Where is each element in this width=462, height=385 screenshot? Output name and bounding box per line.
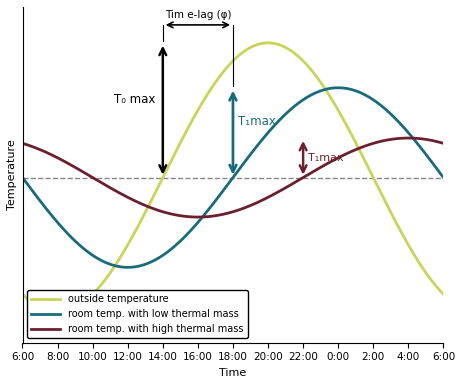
outside temperature — [225, 65, 230, 69]
room temp. with low thermal mass — [225, 183, 230, 187]
outside temperature — [441, 292, 446, 296]
room temp. with low thermal mass — [352, 88, 357, 93]
room temp. with high thermal mass — [41, 149, 47, 154]
room temp. with high thermal mass — [213, 213, 219, 218]
Line: outside temperature: outside temperature — [23, 43, 444, 312]
room temp. with high thermal mass — [441, 141, 446, 146]
Y-axis label: Temperature: Temperature — [7, 139, 17, 210]
room temp. with high thermal mass — [406, 136, 411, 141]
outside temperature — [429, 278, 434, 283]
room temp. with low thermal mass — [441, 175, 446, 180]
room temp. with high thermal mass — [225, 211, 230, 216]
room temp. with low thermal mass — [41, 204, 47, 208]
outside temperature — [20, 292, 25, 296]
room temp. with low thermal mass — [429, 159, 434, 164]
outside temperature — [55, 310, 61, 315]
room temp. with low thermal mass — [429, 159, 434, 164]
Text: Tim e-lag (φ): Tim e-lag (φ) — [164, 10, 231, 20]
outside temperature — [352, 138, 357, 142]
Line: room temp. with low thermal mass: room temp. with low thermal mass — [23, 88, 444, 267]
Text: T₁max: T₁max — [308, 153, 344, 163]
room temp. with low thermal mass — [335, 85, 341, 90]
room temp. with high thermal mass — [429, 138, 434, 143]
outside temperature — [429, 278, 434, 283]
room temp. with low thermal mass — [125, 265, 131, 270]
room temp. with low thermal mass — [20, 175, 25, 180]
room temp. with low thermal mass — [213, 198, 219, 202]
room temp. with high thermal mass — [195, 215, 201, 219]
outside temperature — [213, 79, 219, 84]
room temp. with high thermal mass — [20, 141, 25, 146]
outside temperature — [265, 40, 271, 45]
X-axis label: Time: Time — [219, 368, 247, 378]
Legend: outside temperature, room temp. with low thermal mass, room temp. with high ther: outside temperature, room temp. with low… — [27, 290, 248, 338]
Line: room temp. with high thermal mass: room temp. with high thermal mass — [23, 138, 444, 217]
room temp. with high thermal mass — [352, 148, 357, 152]
Text: T₁max: T₁max — [238, 116, 276, 128]
room temp. with high thermal mass — [429, 138, 434, 143]
Text: T₀ max: T₀ max — [115, 93, 156, 106]
outside temperature — [41, 307, 47, 312]
